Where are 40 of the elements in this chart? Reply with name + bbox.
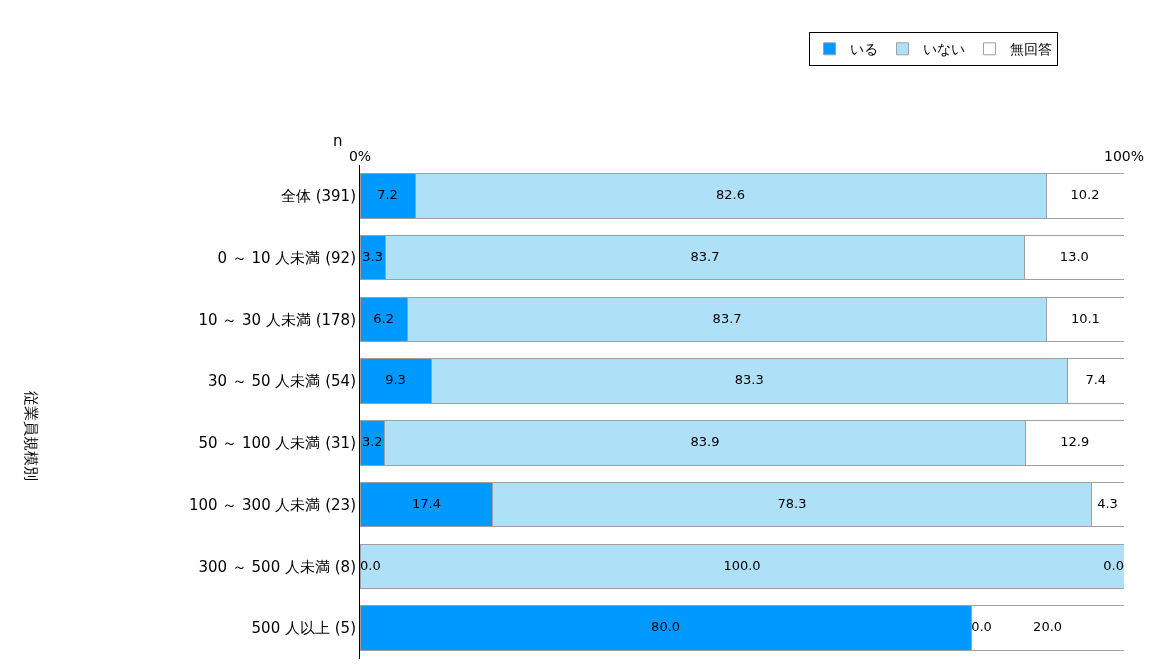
- x-tick-label: 100%: [1103, 148, 1145, 165]
- data-label: 0.0: [971, 619, 992, 635]
- data-label: 6.2: [373, 310, 395, 326]
- y-tick-label: 100 ～ 300 人未満 (23): [188, 495, 356, 514]
- x-tick-label: 0%: [348, 148, 372, 165]
- data-label: 83.7: [712, 310, 742, 326]
- legend-label: いる: [849, 41, 878, 58]
- data-label: 83.7: [690, 248, 720, 264]
- data-label: 10.1: [1070, 310, 1100, 326]
- y-tick-label: 50 ～ 100 人未満 (31): [198, 434, 356, 453]
- data-label: 4.3: [1097, 495, 1118, 511]
- data-label: 78.3: [777, 495, 807, 511]
- data-label: 7.4: [1085, 372, 1107, 388]
- y-tick-label: 10 ～ 30 人未満 (178): [198, 310, 356, 329]
- data-label: 7.2: [377, 187, 398, 203]
- text: 従業員規模別: [22, 391, 41, 482]
- data-label: 100.0: [723, 557, 761, 573]
- data-label: 3.2: [361, 434, 383, 450]
- y-tick-label: 全体 (391): [280, 187, 356, 206]
- data-label: 3.3: [362, 248, 383, 264]
- legend-label: 無回答: [1009, 41, 1052, 58]
- y-tick-label: 300 ～ 500 人未満 (8): [198, 557, 356, 576]
- data-label: 10.2: [1070, 187, 1100, 203]
- data-label: 20.0: [1033, 619, 1063, 635]
- text: n: [333, 132, 343, 150]
- data-label: 17.4: [411, 495, 441, 511]
- data-label: 0.0: [360, 557, 381, 573]
- data-label: 82.6: [716, 187, 746, 203]
- data-label: 83.9: [690, 434, 720, 450]
- data-label: 13.0: [1059, 248, 1089, 264]
- legend-label: いない: [922, 41, 965, 58]
- data-label: 12.9: [1060, 434, 1090, 450]
- y-tick-label: 500 人以上 (5): [251, 619, 356, 638]
- data-label: 0.0: [1103, 557, 1124, 573]
- bar: [360, 543, 1124, 590]
- y-tick-label: 30 ～ 50 人未満 (54): [207, 372, 356, 391]
- data-label: 9.3: [385, 372, 406, 388]
- data-label: 83.3: [734, 372, 764, 388]
- y-tick-label: 0 ～ 10 人未満 (92): [217, 248, 356, 267]
- data-label: 80.0: [651, 619, 681, 635]
